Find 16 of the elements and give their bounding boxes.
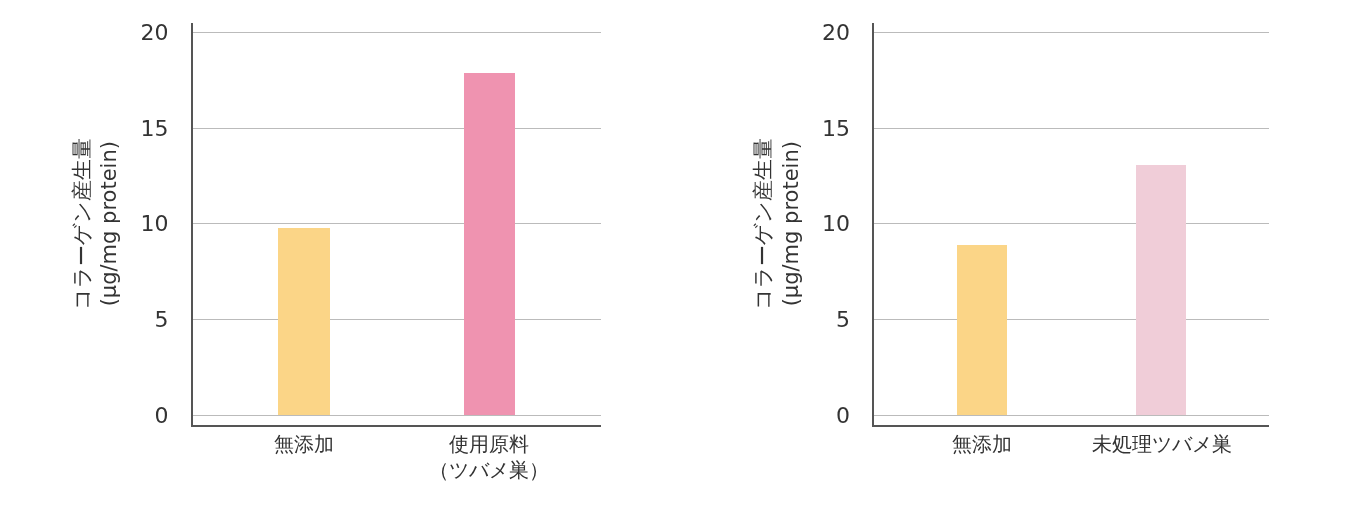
y-tick-label: 15 <box>140 115 169 141</box>
y-axis-title: コラーゲン産生量(μg/mg protein) <box>751 137 803 310</box>
x-tick-label: 無添加 <box>952 431 1013 456</box>
y-tick-label: 5 <box>154 307 169 333</box>
y-tick-label: 5 <box>836 307 851 333</box>
x-tick-label: 使用原料（ツバメ巣） <box>429 431 550 482</box>
x-tick-label: 未処理ツバメ巣 <box>1091 431 1232 456</box>
y-tick-label: 15 <box>822 115 851 141</box>
y-tick-label: 0 <box>154 402 169 428</box>
y-tick-label: 20 <box>140 20 169 46</box>
y-tick-label: 10 <box>822 211 851 237</box>
x-tick-label: 無添加 <box>274 431 335 456</box>
y-axis-title: コラーゲン産生量(μg/mg protein) <box>69 137 122 310</box>
y-tick-label: 20 <box>822 20 851 46</box>
y-tick-label: 0 <box>836 402 851 428</box>
y-tick-label: 10 <box>140 211 169 237</box>
